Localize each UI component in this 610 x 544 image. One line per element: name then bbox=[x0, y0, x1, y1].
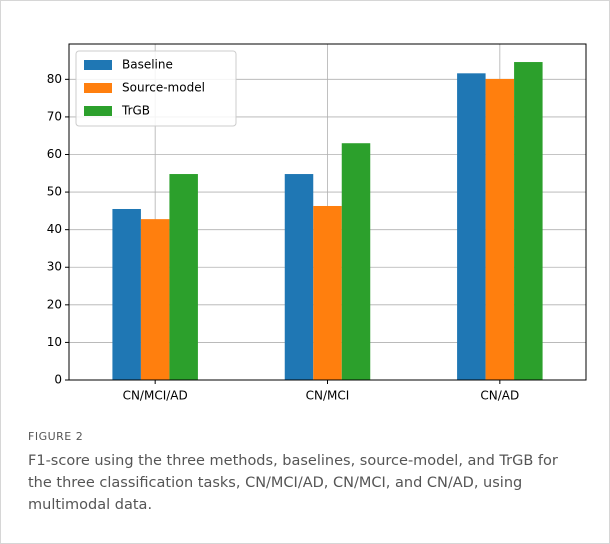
bar bbox=[341, 143, 371, 380]
y-tick-label: 20 bbox=[47, 297, 62, 311]
y-tick-label: 10 bbox=[47, 335, 62, 349]
y-tick-label: 70 bbox=[47, 109, 62, 123]
bar bbox=[169, 174, 198, 380]
y-tick-label: 0 bbox=[54, 373, 62, 387]
legend-swatch bbox=[84, 60, 112, 70]
plot-frame bbox=[68, 43, 587, 381]
y-tick-label: 80 bbox=[47, 72, 62, 86]
bar bbox=[284, 174, 314, 380]
chart: 0 10 20 30 40 50 60 70 80 CN/MCI/AD CN/MCI CN/AD Bas… bbox=[47, 43, 587, 403]
figure-caption: F1-score using the three methods, baseli… bbox=[28, 453, 558, 513]
bar bbox=[313, 205, 342, 380]
bar bbox=[457, 73, 486, 381]
bar bbox=[112, 208, 141, 380]
x-tick-label: CN/MCI bbox=[306, 389, 350, 403]
x-tick-label: CN/MCI/AD bbox=[123, 389, 188, 403]
y-tick-label: 60 bbox=[47, 147, 62, 161]
legend-swatch bbox=[84, 83, 112, 93]
x-tick-label: CN/AD bbox=[480, 389, 519, 403]
legend-box bbox=[75, 50, 237, 127]
y-tick-label: 30 bbox=[47, 260, 62, 274]
y-tick-label: 40 bbox=[47, 222, 62, 236]
bar bbox=[485, 78, 515, 381]
legend-label: TrGB bbox=[121, 104, 150, 118]
figure-label: FIGURE 2 bbox=[28, 430, 84, 443]
legend-label: Source-model bbox=[122, 81, 205, 95]
y-tick-label: 50 bbox=[47, 185, 62, 199]
legend-label: Baseline bbox=[122, 58, 173, 72]
bar bbox=[140, 219, 170, 380]
legend-swatch bbox=[84, 106, 112, 116]
bar bbox=[514, 62, 543, 380]
